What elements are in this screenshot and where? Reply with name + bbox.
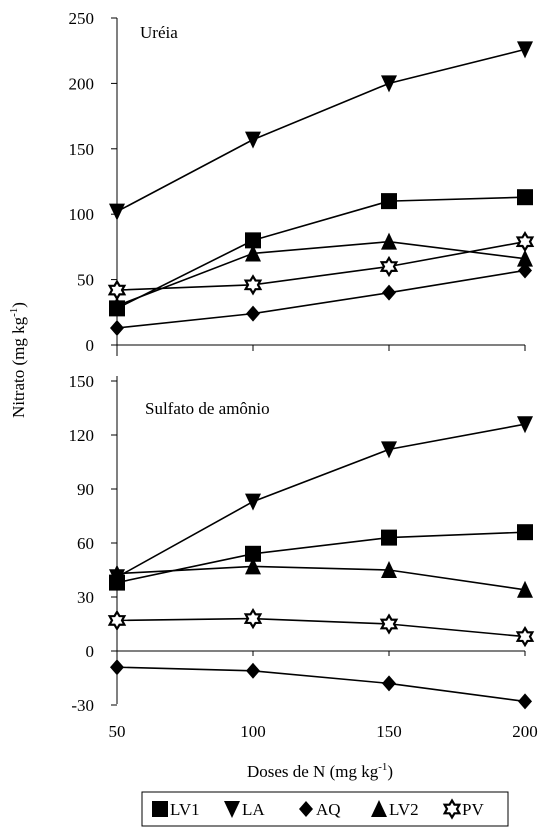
- y-axis-label-end: ): [9, 302, 28, 308]
- y-axis-label: Nitrato (mg kg-1): [8, 302, 28, 418]
- sulfato-point-aq: [518, 693, 532, 710]
- ureia-point-pv: [107, 279, 127, 301]
- ureia-point-pv: [379, 255, 399, 278]
- sulfato-title: Sulfato de amônio: [145, 399, 270, 418]
- ureia-series-line-pv: [116, 240, 526, 291]
- sulfato-point-lv2: [517, 580, 533, 598]
- x-tick-label: 100: [240, 722, 266, 741]
- legend-marker-lv1: [152, 801, 168, 817]
- sulfato-point-aq: [110, 659, 124, 676]
- ureia-point-pv: [243, 274, 263, 296]
- x-tick-label: 150: [376, 722, 402, 741]
- x-tick-label: 200: [512, 722, 538, 741]
- ureia-point-lv2: [517, 249, 533, 267]
- sulfato-y-tick-label: 30: [77, 588, 94, 607]
- ureia-point-la: [245, 131, 261, 149]
- sulfato-series-line-la: [116, 423, 526, 578]
- x-axis-label: Doses de N (mg kg-1): [247, 761, 393, 781]
- legend-label-la: LA: [242, 800, 265, 819]
- legend-marker-aq: [299, 801, 313, 817]
- sulfato-point-la: [381, 441, 397, 459]
- ureia-y-tick-label: 250: [69, 9, 95, 28]
- legend-marker-pv: [442, 798, 462, 820]
- sulfato-series-line-lv2: [116, 565, 526, 591]
- ureia-series-line-aq: [116, 269, 526, 329]
- y-axis-label-sup: -1: [8, 308, 20, 317]
- sulfato-point-la: [517, 416, 533, 434]
- sulfato-y-tick-label: 0: [86, 642, 95, 661]
- ureia-point-aq: [382, 284, 396, 301]
- legend-label-aq: AQ: [316, 800, 341, 819]
- ureia-point-la: [381, 75, 397, 93]
- ureia-y-tick-label: 200: [69, 74, 95, 93]
- ureia-point-lv1: [245, 232, 261, 249]
- sulfato-series-line-pv: [116, 617, 526, 638]
- panel-sulfato: -30 0 30 60 90 120 150 Sulfato de amônio 50 100 15…: [69, 372, 538, 741]
- sulfato-y-tick-label: 90: [77, 480, 94, 499]
- ureia-point-aq: [110, 319, 124, 336]
- sulfato-point-pv: [107, 609, 127, 632]
- sulfato-point-lv2: [109, 564, 125, 582]
- ureia-series-line-lv2: [116, 240, 526, 307]
- x-axis-label-sup: -1: [378, 761, 387, 773]
- sulfato-series-line-aq: [116, 666, 526, 703]
- sulfato-point-lv1: [381, 529, 397, 546]
- sulfato-point-aq: [246, 662, 260, 679]
- sulfato-point-lv1: [517, 524, 533, 541]
- ureia-point-lv2: [109, 296, 125, 314]
- x-axis-label-end: ): [387, 762, 393, 781]
- ureia-series-line-lv1: [116, 196, 526, 310]
- legend-marker-lv2: [371, 800, 387, 817]
- ureia-y-tick-label: 150: [69, 140, 95, 159]
- ureia-point-la: [109, 203, 125, 221]
- ureia-y-tick-label: 0: [86, 336, 95, 355]
- sulfato-y-tick-label: 120: [69, 426, 95, 445]
- legend-label-lv2: LV2: [389, 800, 419, 819]
- ureia-point-lv1: [517, 189, 533, 206]
- ureia-point-aq: [246, 305, 260, 322]
- ureia-point-lv2: [245, 244, 261, 262]
- ureia-point-la: [517, 41, 533, 59]
- sulfato-point-pv: [243, 607, 263, 630]
- legend: LV1 LA AQ LV2 PV: [141, 791, 509, 827]
- sulfato-point-lv1: [245, 545, 261, 562]
- legend-label-pv: PV: [462, 800, 484, 819]
- sulfato-point-aq: [382, 675, 396, 692]
- sulfato-point-pv: [515, 625, 535, 648]
- ureia-title: Uréia: [140, 23, 178, 42]
- x-tick-label: 50: [109, 722, 126, 741]
- sulfato-series-line-lv1: [116, 531, 526, 584]
- ureia-point-lv2: [381, 232, 397, 250]
- ureia-point-pv: [515, 231, 535, 253]
- sulfato-point-lv2: [381, 561, 397, 578]
- sulfato-point-lv2: [245, 557, 261, 575]
- legend-marker-la: [224, 801, 240, 818]
- sulfato-point-pv: [379, 613, 399, 635]
- panel-ureia: 0 50 100 150 200 250 Uréia: [69, 9, 535, 356]
- sulfato-y-tick-label: 150: [69, 372, 95, 391]
- ureia-y-tick-label: 100: [69, 205, 95, 224]
- sulfato-y-tick-label: -30: [71, 696, 94, 715]
- sulfato-point-la: [245, 493, 261, 511]
- legend-label-lv1: LV1: [170, 800, 200, 819]
- sulfato-y-tick-label: 60: [77, 534, 94, 553]
- ureia-point-lv1: [381, 193, 397, 210]
- ureia-series-line-la: [116, 48, 526, 213]
- ureia-y-tick-label: 50: [77, 271, 94, 290]
